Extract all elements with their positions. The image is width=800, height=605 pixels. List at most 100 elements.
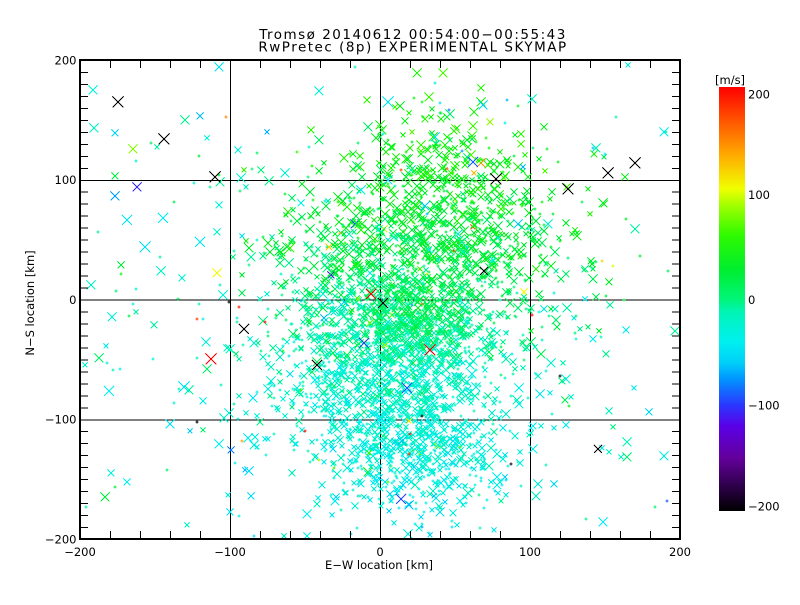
data-point xyxy=(468,325,472,329)
data-point xyxy=(543,261,549,267)
data-point xyxy=(232,249,236,253)
data-point xyxy=(443,462,449,468)
data-point xyxy=(527,94,537,104)
data-point xyxy=(476,289,486,299)
data-point xyxy=(572,231,582,241)
data-point xyxy=(503,310,507,314)
data-point xyxy=(394,352,404,362)
data-point xyxy=(320,433,324,437)
data-point xyxy=(315,211,321,217)
data-point xyxy=(536,156,542,162)
data-point xyxy=(380,146,386,152)
data-point xyxy=(420,100,424,104)
data-point xyxy=(467,369,477,379)
data-point xyxy=(509,255,515,261)
data-point xyxy=(452,372,462,382)
data-point xyxy=(435,313,441,319)
data-point xyxy=(332,293,338,299)
data-point xyxy=(286,370,294,378)
data-point xyxy=(295,417,303,425)
data-point xyxy=(414,267,418,271)
data-point xyxy=(551,212,555,216)
data-point xyxy=(534,229,542,237)
data-point xyxy=(371,217,377,223)
data-point xyxy=(469,208,479,218)
data-point xyxy=(406,373,412,379)
data-point xyxy=(450,519,454,523)
data-point xyxy=(345,272,355,282)
data-point xyxy=(512,247,522,257)
scatter-points xyxy=(82,62,680,539)
data-point xyxy=(431,402,437,408)
data-point xyxy=(550,480,558,488)
data-point xyxy=(376,316,382,322)
data-point xyxy=(372,273,376,277)
data-point xyxy=(349,165,357,173)
data-point xyxy=(224,115,228,119)
data-point xyxy=(387,316,391,320)
data-point xyxy=(298,374,302,378)
data-point xyxy=(500,174,508,182)
data-point xyxy=(447,362,455,370)
data-point xyxy=(365,422,369,426)
data-point xyxy=(347,224,351,228)
data-point xyxy=(506,464,510,468)
data-point xyxy=(480,254,490,264)
data-point xyxy=(338,246,348,256)
data-point xyxy=(436,255,446,265)
data-point xyxy=(360,467,364,471)
data-point xyxy=(462,494,468,500)
data-point xyxy=(406,418,412,424)
data-point xyxy=(409,276,417,284)
data-point xyxy=(401,382,413,394)
data-point xyxy=(471,393,475,397)
data-point xyxy=(542,168,548,174)
data-point xyxy=(410,283,414,287)
data-point xyxy=(485,226,489,230)
data-point xyxy=(459,280,465,286)
data-point xyxy=(310,250,318,258)
data-point xyxy=(298,346,304,352)
data-point xyxy=(356,308,360,312)
data-point xyxy=(500,483,504,487)
data-point xyxy=(471,249,475,253)
data-point xyxy=(404,150,408,154)
data-point xyxy=(316,228,326,238)
data-point xyxy=(234,146,242,154)
data-point xyxy=(440,490,446,496)
data-point xyxy=(590,266,596,272)
data-point xyxy=(363,96,371,104)
data-point xyxy=(357,281,363,287)
data-point xyxy=(435,229,439,233)
data-point xyxy=(197,302,201,306)
data-point xyxy=(508,202,512,206)
data-point xyxy=(328,408,334,414)
data-point xyxy=(184,522,190,528)
data-point xyxy=(412,336,416,340)
data-point xyxy=(462,287,466,291)
data-point xyxy=(421,366,431,376)
data-point xyxy=(343,241,347,245)
data-point xyxy=(315,438,319,442)
data-point xyxy=(310,406,318,414)
data-point xyxy=(411,321,421,331)
data-point xyxy=(297,199,305,207)
data-point xyxy=(354,342,360,348)
data-point xyxy=(505,314,511,320)
data-point xyxy=(449,328,453,332)
data-point xyxy=(490,257,496,263)
data-point xyxy=(394,325,398,329)
data-point xyxy=(308,460,312,464)
data-point xyxy=(524,273,534,283)
data-point xyxy=(358,303,366,311)
data-point xyxy=(526,396,530,400)
data-point xyxy=(323,254,327,258)
data-point xyxy=(492,449,502,459)
data-point xyxy=(483,405,487,409)
data-point xyxy=(354,348,360,354)
data-point xyxy=(328,321,334,327)
data-point xyxy=(405,302,409,306)
data-point xyxy=(361,494,367,500)
data-point xyxy=(471,295,475,299)
data-point xyxy=(457,180,461,184)
